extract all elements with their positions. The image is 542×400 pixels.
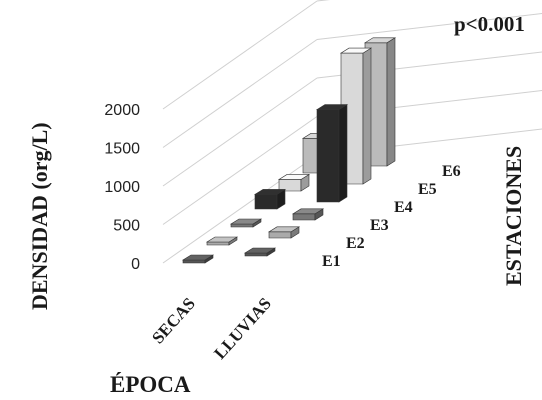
series-label: E1 <box>322 253 341 270</box>
bar <box>229 218 263 228</box>
bar <box>291 208 325 221</box>
bar-top <box>243 247 277 254</box>
bar <box>277 173 311 192</box>
bar-front <box>268 231 292 239</box>
bar <box>243 247 277 257</box>
bar-top <box>253 189 287 195</box>
bar <box>253 188 287 210</box>
series-label: E3 <box>370 217 389 234</box>
gridline-back <box>316 0 331 2</box>
bar-side <box>362 47 372 185</box>
y-axis-title: DENSIDAD (org/L) <box>27 122 52 310</box>
bar-front <box>244 252 268 257</box>
bar-front <box>230 223 254 228</box>
bars <box>181 37 397 264</box>
y-tick-label: 1000 <box>104 179 140 196</box>
bar-top <box>267 226 301 233</box>
p-value-annotation: p<0.001 <box>454 12 525 36</box>
bar-front <box>316 109 340 203</box>
y-tick-label: 500 <box>113 218 140 235</box>
category-label: SECAS <box>148 294 199 347</box>
gridline-diag <box>162 116 318 225</box>
gridline-diag <box>162 77 318 187</box>
y-tick-label: 1500 <box>104 141 140 158</box>
bar-front <box>182 259 206 264</box>
gridline-back <box>316 13 542 40</box>
gridline-diag <box>162 39 318 148</box>
bar <box>339 47 373 185</box>
bar-side <box>386 37 396 167</box>
bar-front <box>292 213 316 221</box>
bar-top <box>277 174 311 180</box>
bar-top <box>339 47 373 54</box>
bar-front <box>254 194 278 210</box>
series-label: E4 <box>394 199 413 216</box>
bar <box>205 236 239 246</box>
series-labels: E1 E2 E3 E4 E5 E6 <box>322 163 461 270</box>
bar-top <box>363 37 397 44</box>
bar <box>181 254 215 264</box>
bar-top <box>229 218 263 225</box>
bar <box>315 104 349 203</box>
y-ticks: 0 500 1000 1500 2000 <box>104 102 140 273</box>
gridline-diag <box>162 0 318 110</box>
bar-top <box>315 104 349 110</box>
bar-top <box>205 236 239 243</box>
x-axis-title: ÉPOCA <box>110 372 191 397</box>
category-labels: SECAS LLUVIAS <box>148 294 275 363</box>
series-label: E5 <box>418 181 437 198</box>
bar-side <box>338 104 348 203</box>
bar-front <box>206 241 230 246</box>
y-tick-label: 0 <box>131 256 140 273</box>
series-label: E2 <box>346 235 365 252</box>
bar-top <box>181 254 215 261</box>
category-label: LLUVIAS <box>210 294 275 363</box>
z-axis-title: ESTACIONES <box>501 146 526 286</box>
bar <box>267 226 301 239</box>
series-label: E6 <box>442 163 461 180</box>
y-tick-label: 2000 <box>104 102 140 119</box>
bar-top <box>291 208 325 215</box>
gridline-diag <box>162 154 318 264</box>
